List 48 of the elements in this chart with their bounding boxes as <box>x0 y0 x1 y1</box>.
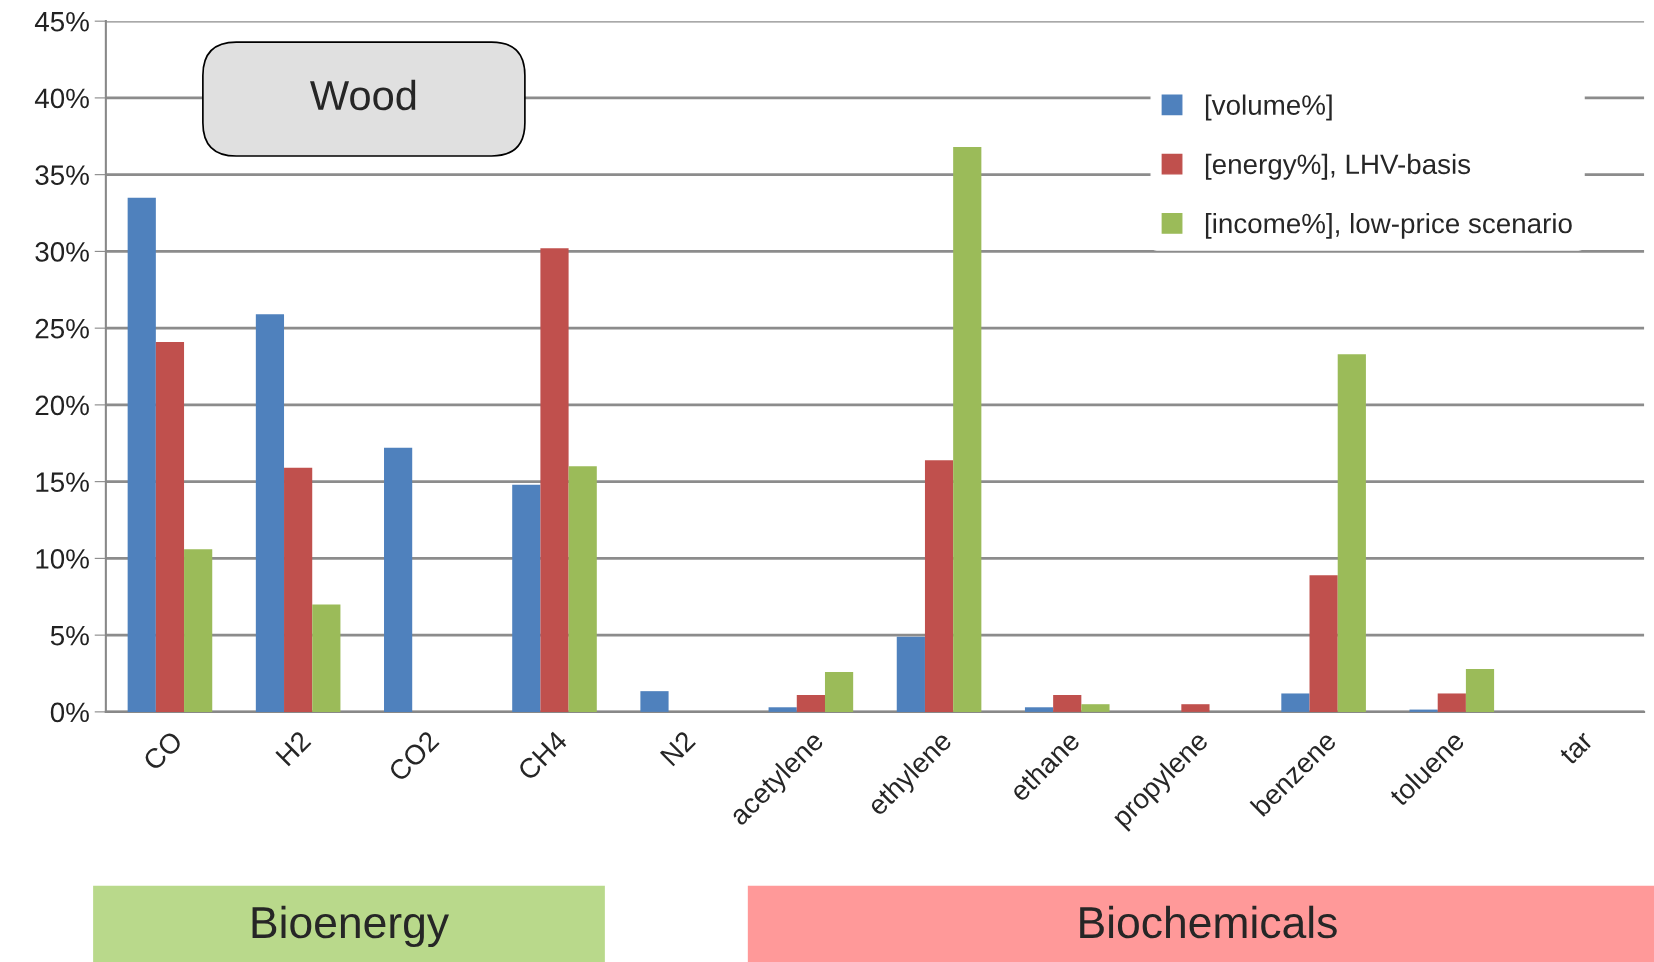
bar <box>312 604 341 712</box>
bar <box>284 467 313 712</box>
legend-label: [energy%], LHV-basis <box>1205 153 1471 180</box>
x-tick-label: N2 <box>659 730 696 767</box>
x-tick-label: CO <box>142 730 184 772</box>
bar <box>1053 695 1082 712</box>
y-tick-label: 40% <box>34 88 89 109</box>
y-tick-label: 35% <box>35 165 89 185</box>
x-tick-label: CO2 <box>387 730 440 783</box>
bar <box>255 314 285 712</box>
bar <box>796 695 825 712</box>
x-tick-label: tar <box>1558 730 1595 766</box>
bar <box>184 549 213 712</box>
bar <box>768 707 797 712</box>
bar <box>1281 693 1310 712</box>
bar <box>540 248 569 712</box>
y-tick-label: 20% <box>35 395 89 416</box>
bar <box>127 197 156 712</box>
y-tick-label: 0% <box>50 702 89 723</box>
bar <box>953 147 982 712</box>
y-tick-label: 15% <box>36 472 89 492</box>
text: Biochemicals <box>1080 905 1337 939</box>
bar <box>640 691 669 712</box>
y-tick-label: 45% <box>34 11 89 32</box>
bar <box>1337 354 1366 712</box>
x-tick-label: H2 <box>275 730 312 767</box>
bar <box>1024 707 1054 712</box>
bar <box>1309 575 1338 712</box>
bar <box>1437 693 1466 712</box>
bar <box>512 484 541 712</box>
y-tick-label: 5% <box>50 625 89 646</box>
annotation: Wood <box>310 79 416 111</box>
bar <box>924 460 954 712</box>
y-tick-label: 25% <box>35 318 89 339</box>
bar <box>824 671 854 712</box>
x-tick-label: CH4 <box>516 729 569 782</box>
bar <box>1081 704 1110 712</box>
text: Bioenergy <box>252 905 449 948</box>
bar <box>384 447 413 712</box>
y-tick-label: 10% <box>36 549 89 569</box>
legend-label: [volume%] <box>1205 94 1332 121</box>
bar <box>1465 668 1495 712</box>
legend-label: [income%], low-price scenario <box>1205 212 1572 239</box>
bar <box>155 341 185 712</box>
bar <box>896 636 925 712</box>
bar <box>568 466 597 712</box>
bar <box>1181 704 1210 712</box>
y-tick-label: 30% <box>35 242 89 262</box>
